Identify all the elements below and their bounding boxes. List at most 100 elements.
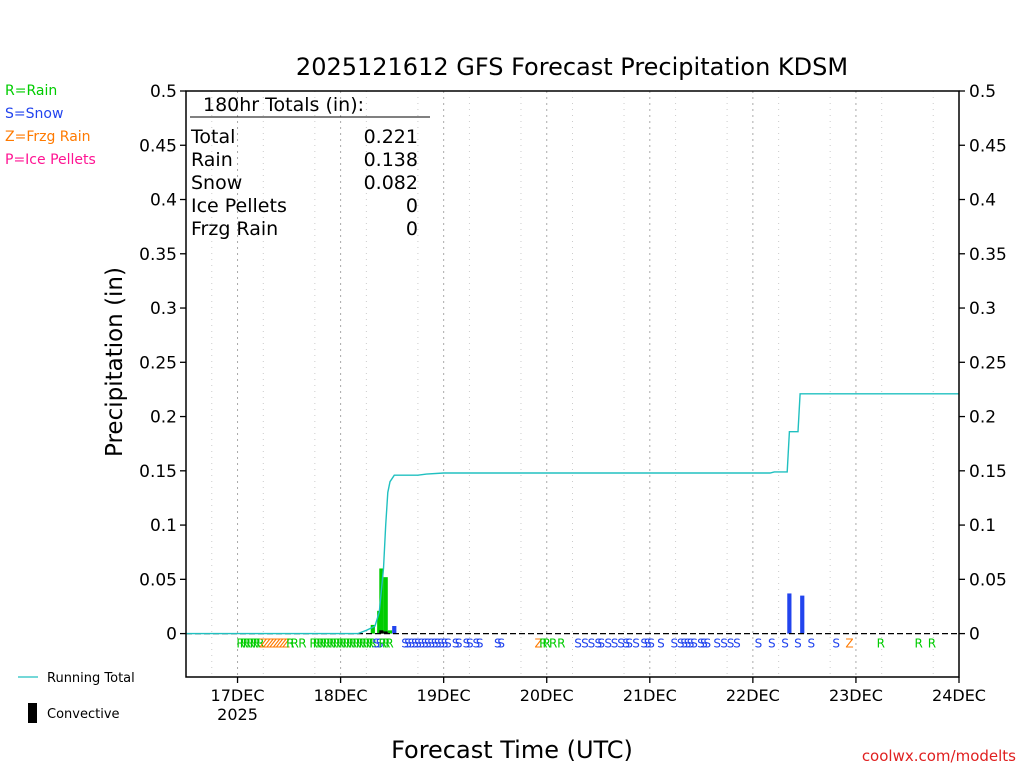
ptype-mark: S: [684, 637, 692, 651]
ptype-mark: S: [640, 637, 648, 651]
ptype-mark: R: [246, 637, 254, 651]
y-tick-label-right: 0.35: [969, 245, 1007, 265]
ptype-mark: S: [427, 637, 435, 651]
ptype-mark: R: [379, 637, 387, 651]
convective-legend-label: Convective: [47, 707, 120, 722]
ptype-mark: R: [359, 637, 367, 651]
legend-snow: S=Snow: [5, 106, 63, 122]
x-tick-label: 23DEC: [829, 686, 883, 705]
totals-heading: 180hr Totals (in):: [203, 94, 364, 116]
ptype-mark: Z: [276, 637, 284, 651]
ptype-mark: S: [680, 637, 688, 651]
ptype-mark: R: [326, 637, 334, 651]
ptype-mark: S: [463, 637, 471, 651]
ptype-mark: S: [768, 637, 776, 651]
x-tick-label: 18DEC: [314, 686, 368, 705]
ptype-mark: R: [369, 637, 377, 651]
ptype-mark: S: [657, 637, 665, 651]
ptype-mark: Z: [269, 637, 277, 651]
ptype-mark: S: [611, 637, 619, 651]
ptype-mark: S: [411, 637, 419, 651]
ptype-mark: R: [336, 637, 344, 651]
ptype-mark: S: [466, 637, 474, 651]
legend-frzg-rain: Z=Frzg Rain: [5, 129, 91, 145]
ptype-mark: R: [349, 637, 357, 651]
ptype-mark: R: [928, 637, 936, 651]
ptype-mark: R: [346, 637, 354, 651]
ptype-mark: S: [476, 637, 484, 651]
totals-value-rain: 0.138: [364, 149, 418, 171]
convective-bar: [383, 631, 388, 634]
ptype-mark: R: [236, 637, 244, 651]
rain-bar: [387, 630, 393, 634]
ptype-mark: S: [781, 637, 789, 651]
rain-bar: [383, 577, 388, 634]
credit-text: coolwx.com/modelts: [862, 747, 1016, 765]
ptype-mark: R: [382, 637, 390, 651]
ptype-mark: Z: [282, 637, 290, 651]
ptype-mark: S: [720, 637, 728, 651]
ptype-mark: R: [549, 637, 557, 651]
ptype-mark: R: [557, 637, 565, 651]
ptype-mark: R: [356, 637, 364, 651]
ptype-mark: R: [543, 637, 551, 651]
y-tick-label-left: 0.3: [150, 299, 177, 319]
ptype-mark: R: [253, 637, 261, 651]
ptype-mark: S: [604, 637, 612, 651]
ptype-mark: R: [298, 637, 306, 651]
series-legend: Running Total Convective: [18, 671, 135, 723]
ptype-mark: R: [290, 637, 298, 651]
ptype-mark: S: [670, 637, 678, 651]
totals-value-snow: 0.082: [364, 172, 418, 194]
y-tick-label-right: 0.3: [969, 299, 996, 319]
ptype-mark: S: [832, 637, 840, 651]
totals-box: 180hr Totals (in): Total 0.221 Rain 0.13…: [190, 94, 430, 240]
ptype-mark: S: [690, 637, 698, 651]
ptype-mark: S: [697, 637, 705, 651]
ptype-mark: S: [727, 637, 735, 651]
ptype-mark: R: [877, 637, 885, 651]
ptype-mark: S: [404, 637, 412, 651]
ptype-mark: S: [807, 637, 815, 651]
precip-type-legend: R=Rain S=Snow Z=Frzg Rain P=Ice Pellets: [5, 83, 96, 168]
ptype-mark: R: [316, 637, 324, 651]
y-tick-label-left: 0.2: [150, 408, 177, 428]
snow-bar: [392, 625, 397, 634]
ptype-mark: R: [323, 637, 331, 651]
y-tick-label-right: 0.15: [969, 462, 1007, 482]
ptype-mark: S: [647, 637, 655, 651]
ptype-mark: R: [313, 637, 321, 651]
convective-swatch: [28, 703, 37, 723]
x-tick-label: 21DEC: [623, 686, 677, 705]
ptype-mark: S: [794, 637, 802, 651]
y-tick-label-left: 0.45: [139, 136, 177, 156]
ptype-mark: S: [687, 637, 695, 651]
ptype-mark: S: [597, 637, 605, 651]
ptype-mark: S: [408, 637, 416, 651]
y-tick-label-right: 0.4: [969, 191, 996, 211]
totals-label-snow: Snow: [191, 172, 242, 194]
ptype-mark: Z: [845, 637, 853, 651]
x-tick-label: 20DEC: [520, 686, 574, 705]
totals-label-ice-pellets: Ice Pellets: [191, 195, 287, 217]
ptype-mark: R: [342, 637, 350, 651]
y-axis-right: 0 0.05 0.1 0.15 0.2 0.25 0.3 0.35 0.4 0.45 0.5: [959, 82, 1007, 645]
ptype-mark: S: [418, 637, 426, 651]
ptype-mark: S: [497, 637, 505, 651]
ptype-mark: R: [339, 637, 347, 651]
ptype-mark: S: [431, 637, 439, 651]
ptype-mark: Z: [259, 637, 267, 651]
ptype-mark: S: [622, 637, 630, 651]
y-tick-label-left: 0.5: [150, 82, 177, 102]
ptype-mark: S: [401, 637, 409, 651]
x-tick-label: 24DEC: [932, 686, 986, 705]
snow-bar: [800, 595, 805, 634]
ptype-mark: S: [632, 637, 640, 651]
ptype-mark: R: [256, 637, 264, 651]
ptype-mark: Z: [534, 637, 542, 651]
x-tick-label: 17DEC: [211, 686, 265, 705]
y-tick-label-right: 0: [969, 625, 980, 645]
totals-value-ice-pellets: 0: [406, 195, 418, 217]
